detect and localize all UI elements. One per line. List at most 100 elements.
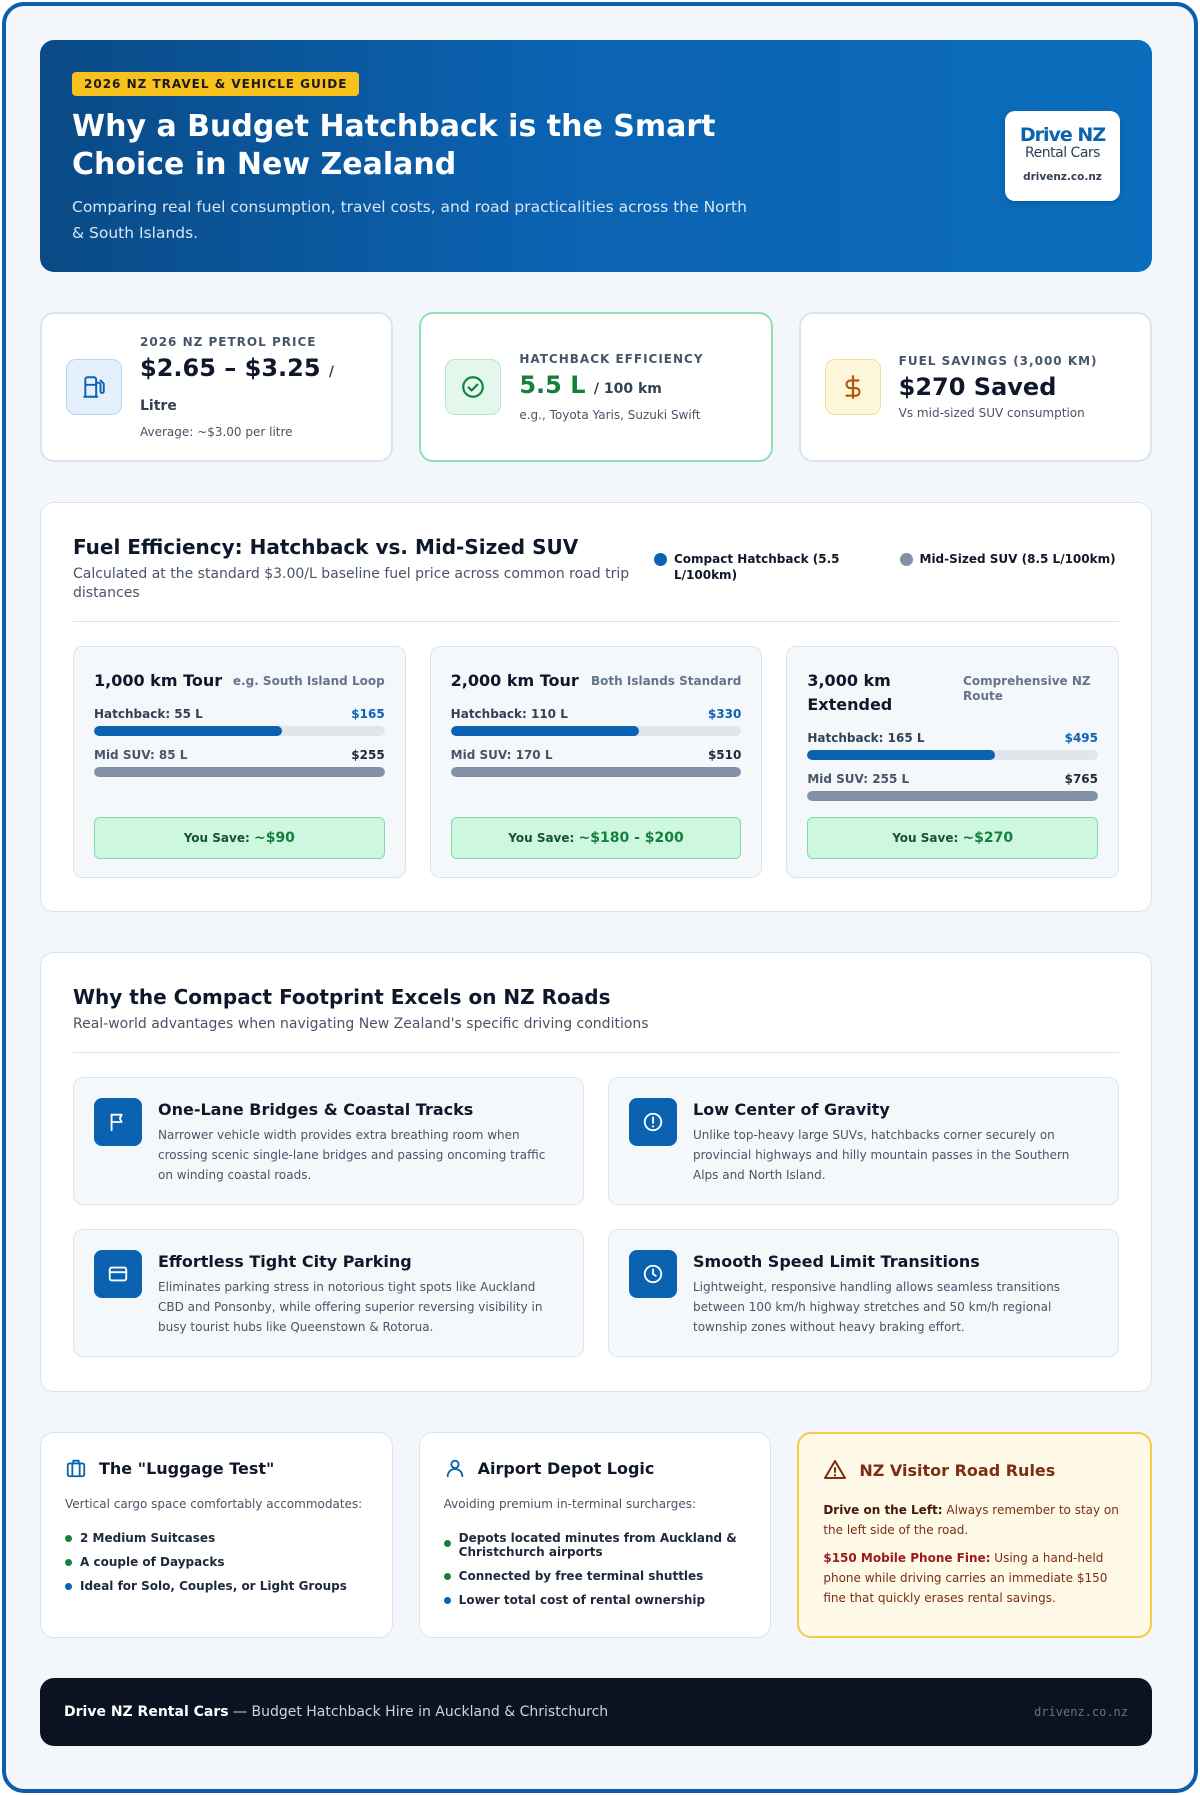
list-item: Lower total cost of rental ownership — [443, 1593, 747, 1607]
bar-track — [450, 726, 742, 736]
section-title: Fuel Efficiency: Hatchback vs. Mid-Sized… — [73, 535, 579, 559]
advantage-text: Lightweight, responsive handling allows … — [693, 1280, 1061, 1334]
stat-value: $2.65 – $3.25 — [140, 354, 321, 382]
card-title: NZ Visitor Road Rules — [859, 1460, 1056, 1480]
bar-label-row: Mid SUV: 85 L $255 — [94, 748, 385, 762]
bar-track — [450, 767, 742, 777]
logo-subtext: Rental Cars — [1025, 145, 1100, 161]
advantage-text: Eliminates parking stress in notorious t… — [158, 1280, 543, 1334]
tour-tag: Both Islands Standard — [591, 674, 742, 688]
stat-value: 5.5 L — [519, 371, 586, 399]
bar-label-row: Hatchback: 55 L $165 — [94, 707, 385, 721]
savings-prefix: You Save: — [508, 831, 575, 845]
advantage-card-speed: Smooth Speed Limit Transitions Lightweig… — [608, 1229, 1119, 1357]
suv-bar-label: Mid SUV: 170 L — [450, 748, 553, 762]
footer-url-link[interactable]: drivenz.co.nz — [1034, 1705, 1128, 1719]
advantage-text: Unlike top-heavy large SUVs, hatchbacks … — [693, 1128, 1070, 1182]
list-item: 2 Medium Suitcases — [65, 1531, 368, 1545]
logo-url: drivenz.co.nz — [1023, 171, 1102, 183]
parking-card-icon — [94, 1250, 142, 1298]
savings-value: ~$90 — [253, 830, 295, 846]
suv-bar-label: Mid SUV: 85 L — [94, 748, 188, 762]
advantage-card-gravity: Low Center of Gravity Unlike top-heavy l… — [608, 1077, 1119, 1205]
card-description: Avoiding premium in-terminal surcharges: — [443, 1497, 697, 1511]
rule-text: Using a hand-held phone while driving ca… — [823, 1551, 1108, 1605]
legend-item-hatchback: Compact Hatchback (5.5 L/100km) — [654, 551, 874, 603]
rule-drive-left: Drive on the Left: Always remember to st… — [823, 1500, 1126, 1540]
section-subtitle: Real-world advantages when navigating Ne… — [73, 1016, 649, 1032]
chart-legend: Compact Hatchback (5.5 L/100km) Mid-Size… — [654, 551, 1119, 603]
rule-heading: Drive on the Left: — [823, 1503, 943, 1517]
suv-bar — [807, 791, 1099, 801]
savings-value: ~$180 - $200 — [578, 830, 684, 846]
guide-badge: 2026 NZ TRAVEL & VEHICLE GUIDE — [72, 72, 360, 96]
tour-card: 3,000 km Extended Comprehensive NZ Route… — [786, 646, 1120, 878]
chart-header: Fuel Efficiency: Hatchback vs. Mid-Sized… — [73, 535, 1119, 603]
stat-note: Average: ~$3.00 per litre — [140, 425, 293, 439]
section-subtitle: Calculated at the standard $3.00/L basel… — [73, 566, 630, 601]
suv-bar-label: Mid SUV: 255 L — [807, 772, 910, 786]
legend-label: Compact Hatchback (5.5 L/100km) — [674, 552, 840, 582]
list-item: A couple of Daypacks — [65, 1555, 368, 1569]
bullet-dot — [443, 1573, 451, 1580]
logo-wordmark: Drive NZ — [1019, 124, 1106, 146]
bar-track — [94, 726, 385, 736]
tour-header: 3,000 km Extended Comprehensive NZ Route — [807, 669, 1098, 725]
fuel-efficiency-section: Fuel Efficiency: Hatchback vs. Mid-Sized… — [40, 502, 1152, 912]
bullet-dot — [443, 1540, 451, 1547]
suv-bar — [94, 767, 385, 777]
tour-name: 2,000 km Tour — [450, 671, 579, 690]
advantage-title: Low Center of Gravity — [693, 1100, 890, 1119]
suv-cost: $765 — [1064, 772, 1099, 786]
rule-text: Always remember to stay on the left side… — [823, 1503, 1119, 1537]
advantage-card-parking: Effortless Tight City Parking Eliminates… — [73, 1229, 584, 1357]
footer-brand: Drive NZ Rental Cars — [64, 1704, 229, 1720]
advantage-title: One-Lane Bridges & Coastal Tracks — [158, 1100, 474, 1119]
stat-value-row: $2.65 – $3.25 / Litre — [140, 353, 367, 421]
card-title: Airport Depot Logic — [477, 1458, 655, 1478]
brand-logo[interactable]: Drive NZ Rental Cars drivenz.co.nz — [1005, 111, 1120, 201]
stat-card-petrol-price: 2026 NZ PETROL PRICE $2.65 – $3.25 / Lit… — [40, 312, 394, 462]
luggage-card: The "Luggage Test" Vertical cargo space … — [40, 1432, 393, 1638]
hatchback-bar-label: Hatchback: 165 L — [807, 731, 925, 745]
bar-track — [807, 750, 1099, 760]
tour-comparison-grid: 1,000 km Tour e.g. South Island Loop Hat… — [73, 646, 1120, 878]
tour-card: 2,000 km Tour Both Islands Standard Hatc… — [429, 646, 763, 878]
footer-tagline: — Budget Hatchback Hire in Auckland & Ch… — [228, 1704, 609, 1720]
bullet-dot — [65, 1583, 72, 1590]
divider — [73, 1052, 1119, 1053]
card-title-row: Airport Depot Logic — [444, 1457, 747, 1479]
luggage-icon — [66, 1459, 86, 1478]
stat-label: 2026 NZ PETROL PRICE — [140, 335, 317, 349]
road-rules-card: NZ Visitor Road Rules Drive on the Left:… — [797, 1432, 1153, 1638]
footer-brand-line: Drive NZ Rental Cars — Budget Hatchback … — [64, 1704, 608, 1720]
hatchback-bar-label: Hatchback: 55 L — [94, 707, 203, 721]
user-icon — [446, 1459, 463, 1478]
page-title: Why a Budget Hatchback is the Smart Choi… — [72, 109, 716, 182]
hatchback-bar-label: Hatchback: 110 L — [450, 707, 568, 721]
hatchback-bar — [807, 750, 996, 760]
savings-prefix: You Save: — [892, 831, 959, 845]
tour-header: 1,000 km Tour e.g. South Island Loop — [94, 669, 385, 701]
stat-value-row: 5.5 L / 100 km — [519, 370, 703, 404]
bar-label-row: Hatchback: 165 L $495 — [807, 731, 1098, 745]
list-item-text: Connected by free terminal shuttles — [458, 1569, 704, 1583]
hatchback-cost: $165 — [351, 707, 385, 721]
stat-label: FUEL SAVINGS (3,000 KM) — [898, 354, 1098, 368]
advantages-section: Why the Compact Footprint Excels on NZ R… — [40, 952, 1152, 1392]
advantages-grid: One-Lane Bridges & Coastal Tracks Narrow… — [73, 1077, 1119, 1357]
hatchback-bar — [450, 726, 639, 736]
list-item-text: Ideal for Solo, Couples, or Light Groups — [80, 1579, 347, 1593]
savings-value: ~$270 — [962, 830, 1014, 846]
advantage-title: Smooth Speed Limit Transitions — [693, 1252, 980, 1271]
luggage-list: 2 Medium Suitcases A couple of Daypacks … — [65, 1531, 368, 1593]
savings-badge: You Save: ~$270 — [807, 817, 1099, 859]
tour-tag: Comprehensive NZ Route — [963, 674, 1091, 703]
page-subtitle: Comparing real fuel consumption, travel … — [72, 198, 747, 242]
rule-heading: $150 Mobile Phone Fine: — [823, 1551, 991, 1565]
bar-track — [807, 791, 1099, 801]
stat-unit: / 100 km — [593, 381, 662, 397]
legend-label: Mid-Sized SUV (8.5 L/100km) — [919, 552, 1116, 566]
savings-prefix: You Save: — [183, 831, 250, 845]
bullet-dot — [443, 1597, 451, 1604]
